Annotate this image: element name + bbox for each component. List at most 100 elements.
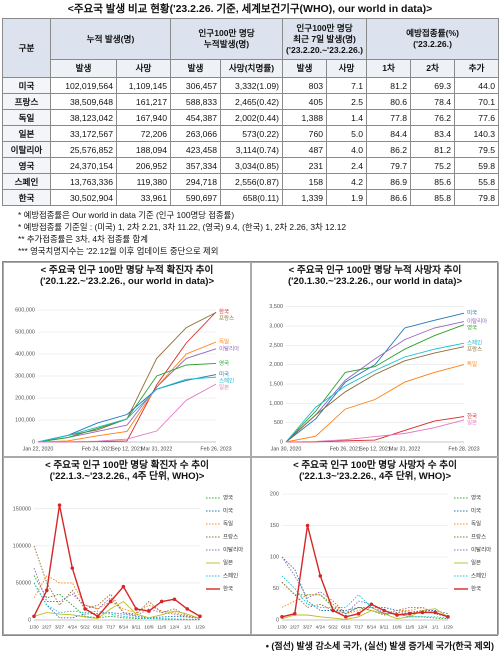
sub-header: 사망 <box>116 59 171 78</box>
group-header: 인구100만 명당 누적발생(명) <box>169 18 284 60</box>
series-line <box>285 346 465 443</box>
table-row: 이탈리아 25,576,852 188,094 423,458 3,114(0.74) 4… <box>2 141 500 158</box>
series-line <box>33 504 201 618</box>
value-cell: 167,940 <box>116 109 171 126</box>
legend-label: 독일 <box>223 519 233 527</box>
point <box>356 611 361 616</box>
x-tick-label: Jan 30, 2020 <box>271 446 302 452</box>
table-row: 프랑스 38,509,648 161,217 588,833 2,465(0.42) 40… <box>2 93 500 110</box>
legend-label: 프랑스 <box>223 533 238 540</box>
series-line <box>37 376 217 443</box>
x-tick-label: 7/17 <box>354 624 364 630</box>
table-row: 일본 33,172,567 72,206 263,066 573(0.22) 760 5.0… <box>2 125 500 142</box>
country-cell: 독일 <box>2 109 51 126</box>
series-end-label: 미국 <box>219 370 229 378</box>
point <box>318 574 323 578</box>
table-row: 한국 30,502,904 33,961 590,697 658(0.11) 1,339 1… <box>2 189 500 206</box>
series-end-label: 독일 <box>219 337 229 345</box>
series-line <box>285 416 465 443</box>
sub-header: 1차 <box>366 59 412 78</box>
series-end-label: 영국 <box>467 324 477 332</box>
value-cell: 79.8 <box>454 189 500 206</box>
value-cell: 5.0 <box>326 125 368 142</box>
value-cell: 2,002(0.44) <box>219 109 284 126</box>
y-tick-label: 600,000 <box>15 307 35 313</box>
value-cell: 86.2 <box>366 141 412 158</box>
country-cell: 일본 <box>2 125 51 142</box>
x-tick-label: 6/19 <box>341 624 351 630</box>
y-tick-label: 150000 <box>13 506 31 512</box>
value-cell: 423,458 <box>170 141 221 158</box>
country-cell: 스페인 <box>2 173 51 190</box>
value-cell: 76.2 <box>410 109 456 126</box>
value-cell: 55.8 <box>454 173 500 190</box>
x-tick-label: Sep 12, 2021 <box>111 446 143 452</box>
y-tick-label: 50000 <box>16 580 31 586</box>
group-header: 예방접종률(%) ('23.2.26.) <box>366 18 500 60</box>
value-cell: 2,556(0.87) <box>219 173 284 190</box>
value-cell: 81.2 <box>410 141 456 158</box>
y-tick-label: 3,000 <box>269 324 283 330</box>
point <box>70 566 75 570</box>
chart: 0 50000 100000 150000 1/30 2/27 3/27 4/24 5/22 6/… <box>13 493 244 630</box>
series-line <box>281 525 449 618</box>
table-row: 독일 38,123,042 167,940 454,387 2,002(0.44) 1,3… <box>2 109 500 126</box>
comparison-table: 구분 누적 발생(명) 인구100만 명당 누적발생(명) 인구100만 명당 최근 … <box>2 18 500 206</box>
y-tick-label: 2,500 <box>269 343 283 349</box>
y-tick-label: 0 <box>32 439 35 445</box>
y-tick-label: 500 <box>274 420 283 426</box>
point <box>331 608 335 613</box>
value-cell: 79.7 <box>366 157 412 174</box>
chart: 0 100,000 200,000 300,000 400,000 500,000 600,… <box>15 307 239 452</box>
value-cell: 294,718 <box>170 173 221 190</box>
value-cell: 7.1 <box>326 77 368 94</box>
chart: 0 50 100 150 200 1/30 2/27 3/27 4/24 5/22 6/19 7/17… <box>270 491 491 630</box>
legend-label: 영국 <box>223 493 233 501</box>
value-cell: 1.4 <box>326 109 368 126</box>
x-tick-label: Feb 26, 2023 <box>200 446 231 452</box>
y-tick-label: 0 <box>276 617 279 623</box>
y-tick-label: 100 <box>270 554 279 560</box>
series-line <box>285 364 465 443</box>
y-tick-label: 200,000 <box>15 395 35 401</box>
y-tick-label: 1,000 <box>269 401 283 407</box>
value-cell: 2.4 <box>326 157 368 174</box>
sub-header: 2차 <box>410 59 456 78</box>
value-cell: 75.2 <box>410 157 456 174</box>
value-cell: 119,380 <box>116 173 171 190</box>
legend-label: 미국 <box>223 506 233 514</box>
x-tick-label: 10/9 <box>144 624 154 630</box>
x-tick-label: Jan 22, 2020 <box>23 446 54 452</box>
y-tick-label: 0 <box>280 439 283 445</box>
value-cell: 77.8 <box>366 109 412 126</box>
point <box>446 615 450 619</box>
series-line <box>33 582 201 620</box>
point <box>407 611 412 616</box>
series-line <box>33 545 201 619</box>
series-end-label: 스페인 <box>219 377 234 385</box>
value-cell: 4.0 <box>326 141 368 158</box>
value-cell: 161,217 <box>116 93 171 110</box>
x-tick-label: 12/4 <box>418 624 428 630</box>
x-tick-label: 11/6 <box>405 624 414 630</box>
x-tick-label: 1/1 <box>432 624 439 630</box>
series-end-label: 한국 <box>219 308 229 315</box>
series-line <box>37 348 217 443</box>
country-cell: 미국 <box>2 77 51 94</box>
value-cell: 86.9 <box>366 173 412 190</box>
series-line <box>37 374 217 443</box>
value-cell: 69.3 <box>410 77 456 94</box>
value-cell: 803 <box>282 77 328 94</box>
x-tick-label: 3/27 <box>303 624 313 630</box>
value-cell: 83.4 <box>410 125 456 142</box>
value-cell: 1,109,145 <box>116 77 171 94</box>
point <box>57 503 62 507</box>
y-tick-label: 500,000 <box>15 329 35 335</box>
legend-label: 영국 <box>471 493 481 501</box>
legend-label: 스페인 <box>471 571 486 579</box>
value-cell: 263,066 <box>170 125 221 142</box>
sub-header: 추가 <box>454 59 500 78</box>
x-tick-label: 4/24 <box>68 624 78 630</box>
group-header: 인구100만 명당 최근 7일 발생(명) ('23.2.20.~'23.2.2… <box>282 18 368 60</box>
